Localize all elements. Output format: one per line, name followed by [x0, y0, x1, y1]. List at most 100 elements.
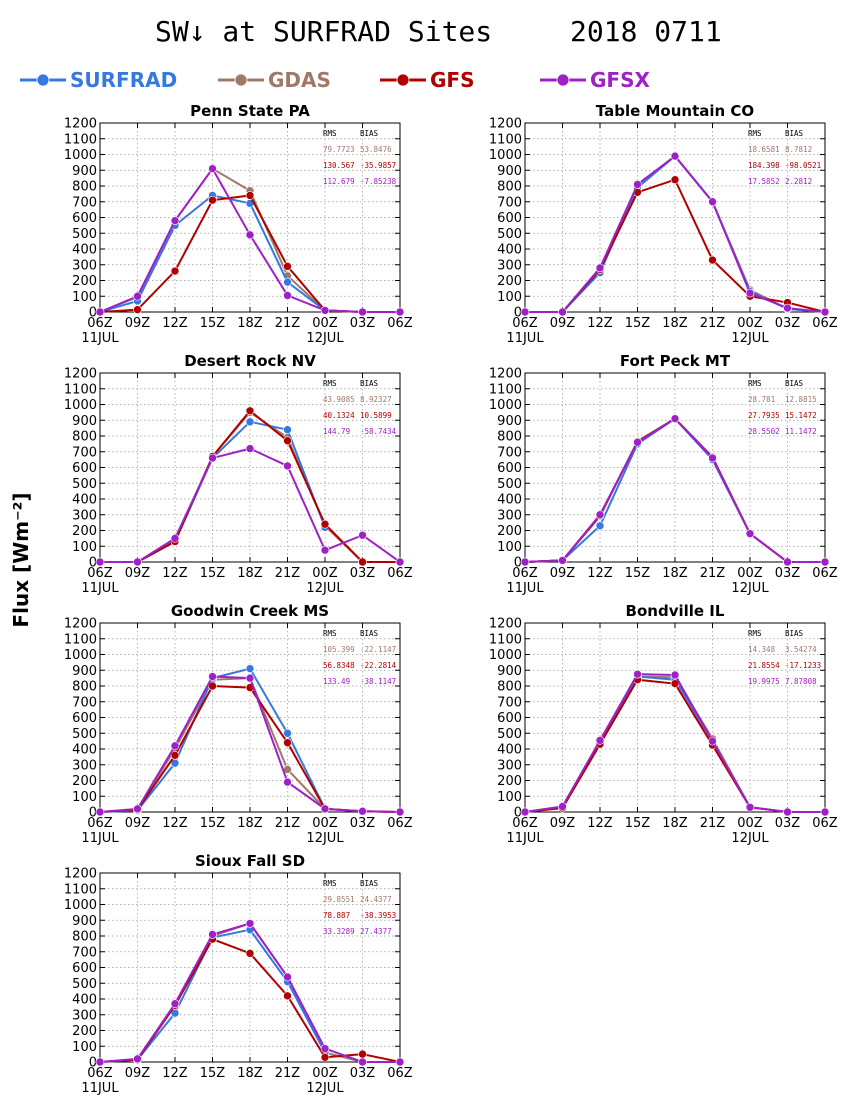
data-point-gfsx — [670, 670, 680, 680]
x-tick-label: 21Z — [700, 816, 726, 831]
y-tick-label: 600 — [72, 211, 97, 226]
x-tick-label: 21Z — [700, 316, 726, 331]
data-point-surfrad — [595, 521, 605, 531]
y-tick-label: 300 — [72, 508, 97, 523]
y-tick-label: 700 — [497, 195, 522, 210]
y-tick-label: 1200 — [489, 367, 522, 382]
x-date-label: 11JUL — [81, 1081, 119, 1096]
x-date-label: 11JUL — [81, 581, 119, 596]
stat-bias-gdas: 53.8476 — [360, 145, 392, 154]
panel-title: Fort Peck MT — [620, 352, 731, 370]
x-tick-label: 12Z — [587, 566, 613, 581]
x-tick-label: 21Z — [700, 566, 726, 581]
panel-title: Goodwin Creek MS — [171, 602, 329, 620]
stat-rms-gfs: 27.7935 — [748, 411, 780, 420]
x-tick-label: 21Z — [275, 1066, 301, 1081]
data-point-gfsx — [245, 673, 255, 683]
data-point-gfsx — [320, 306, 330, 315]
data-point-gfs — [670, 175, 680, 184]
y-tick-label: 0 — [89, 1056, 97, 1071]
stat-bias-gfs: -38.3953 — [360, 911, 396, 920]
panel-title: Desert Rock NV — [184, 352, 316, 370]
y-tick-label: 200 — [72, 1024, 97, 1039]
data-point-surfrad — [245, 664, 255, 673]
y-tick-label: 1100 — [64, 382, 97, 397]
y-tick-label: 900 — [72, 164, 97, 179]
x-tick-label: 06Z — [812, 316, 838, 331]
data-point-gfs — [133, 305, 142, 314]
x-tick-label: 06Z — [812, 816, 838, 831]
y-tick-label: 100 — [72, 790, 97, 805]
stat-rms-gfs: 184.398 — [748, 161, 780, 170]
x-tick-label: 06Z — [387, 316, 413, 331]
data-point-gfsx — [708, 197, 717, 207]
x-tick-label: 18Z — [237, 316, 263, 331]
stat-bias-gfsx: -58.7434 — [360, 427, 397, 436]
data-point-gfsx — [395, 1057, 405, 1067]
series-line-surfrad — [100, 420, 326, 563]
stat-rms-gfsx: 144.79 — [323, 427, 350, 436]
y-tick-label: 900 — [72, 414, 97, 429]
data-point-gfs — [245, 949, 255, 958]
stat-bias-gdas: 12.8815 — [785, 395, 817, 404]
x-tick-label: 15Z — [625, 816, 651, 831]
panel-title: Sioux Fall SD — [195, 852, 305, 870]
x-tick-label: 03Z — [350, 816, 376, 831]
stats-header-rms: RMS — [748, 379, 762, 388]
y-axis-label: Flux [Wm⁻²] — [9, 492, 33, 627]
series-gfsx — [95, 444, 405, 567]
x-date-label: 11JUL — [81, 331, 119, 346]
stat-bias-gdas: -22.1147 — [360, 645, 396, 654]
x-tick-label: 00Z — [737, 566, 763, 581]
y-tick-label: 500 — [72, 727, 97, 742]
data-point-gfsx — [358, 307, 367, 317]
y-tick-label: 500 — [497, 227, 522, 242]
y-tick-label: 900 — [497, 664, 522, 679]
x-tick-label: 03Z — [350, 1066, 376, 1081]
legend-marker-gdas — [234, 73, 248, 87]
x-tick-label: 09Z — [550, 816, 576, 831]
x-tick-label: 18Z — [662, 816, 688, 831]
x-tick-label: 00Z — [312, 566, 338, 581]
y-tick-label: 800 — [497, 680, 522, 695]
x-date-label: 12JUL — [731, 581, 769, 596]
stats-header-bias: BIAS — [360, 129, 379, 138]
data-point-gfsx — [170, 534, 180, 543]
data-point-gfsx — [245, 919, 255, 928]
data-point-gfsx — [783, 557, 792, 567]
stat-bias-gdas: 8.7812 — [785, 145, 812, 154]
data-point-gfsx — [558, 556, 567, 565]
x-tick-label: 09Z — [550, 316, 576, 331]
y-tick-label: 1100 — [64, 632, 97, 647]
x-tick-label: 09Z — [125, 1066, 151, 1081]
x-tick-label: 00Z — [312, 316, 338, 331]
x-tick-label: 00Z — [312, 1066, 338, 1081]
stat-bias-gfs: -35.9857 — [360, 161, 396, 170]
x-tick-label: 06Z — [87, 816, 113, 831]
legend-label-gdas: GDAS — [268, 68, 331, 92]
stat-bias-gfs: -98.0521 — [785, 161, 821, 170]
stat-rms-gdas: 79.7723 — [323, 145, 355, 154]
figure-title: SW↓ at SURFRAD Sites — [155, 15, 492, 48]
x-tick-label: 09Z — [125, 316, 151, 331]
y-tick-label: 300 — [72, 258, 97, 273]
series-gfs — [520, 675, 830, 817]
legend: SURFRAD GDAS GFS GFSX — [20, 68, 650, 92]
x-tick-label: 00Z — [312, 816, 338, 831]
y-tick-label: 400 — [497, 743, 522, 758]
y-tick-label: 1100 — [64, 132, 97, 147]
data-point-gfs — [320, 519, 330, 529]
y-tick-label: 600 — [497, 211, 522, 226]
data-point-gfsx — [783, 807, 792, 817]
data-point-gfsx — [95, 1057, 105, 1067]
x-date-label: 11JUL — [506, 581, 544, 596]
x-date-label: 12JUL — [306, 581, 344, 596]
legend-label-gfsx: GFSX — [590, 68, 650, 92]
series-gfsx — [95, 672, 405, 817]
data-point-gfsx — [520, 807, 530, 817]
data-point-gfsx — [283, 461, 292, 471]
y-tick-label: 900 — [497, 164, 522, 179]
y-tick-label: 500 — [72, 477, 97, 492]
series-gfsx — [520, 414, 830, 567]
x-tick-label: 12Z — [587, 316, 613, 331]
